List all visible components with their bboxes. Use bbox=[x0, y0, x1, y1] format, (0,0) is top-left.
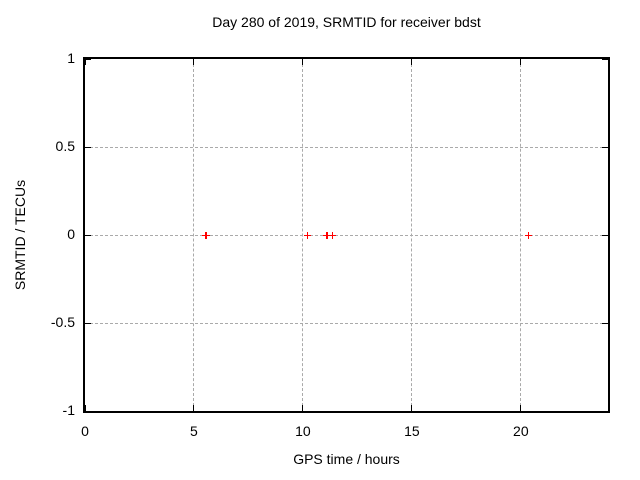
x-axis-label: GPS time / hours bbox=[293, 451, 400, 467]
x-tick-mark bbox=[193, 405, 195, 411]
data-point-marker bbox=[527, 231, 529, 239]
x-tick-mark bbox=[411, 59, 413, 65]
y-gridline bbox=[85, 322, 608, 324]
x-tick-mark bbox=[411, 405, 413, 411]
y-tick-mark bbox=[602, 322, 608, 324]
x-tick-label: 20 bbox=[513, 423, 529, 439]
y-tick-mark bbox=[85, 322, 91, 324]
y-tick-mark bbox=[602, 410, 608, 412]
y-tick-label: 0 bbox=[67, 226, 75, 242]
y-tick-mark bbox=[85, 58, 91, 60]
data-point-marker bbox=[326, 231, 328, 239]
y-tick-mark bbox=[602, 146, 608, 148]
chart-title: Day 280 of 2019, SRMTID for receiver bds… bbox=[212, 14, 481, 30]
data-point-marker bbox=[307, 231, 309, 239]
plot-area bbox=[83, 57, 610, 413]
data-point-marker bbox=[332, 231, 334, 239]
y-tick-mark bbox=[85, 234, 91, 236]
x-tick-label: 0 bbox=[81, 423, 89, 439]
y-tick-label: -1 bbox=[62, 402, 75, 418]
x-tick-label: 5 bbox=[190, 423, 198, 439]
x-tick-mark bbox=[302, 405, 304, 411]
x-tick-mark bbox=[84, 405, 86, 411]
y-tick-mark bbox=[602, 234, 608, 236]
x-tick-mark bbox=[520, 405, 522, 411]
y-tick-label: -0.5 bbox=[50, 314, 75, 330]
x-tick-mark bbox=[520, 59, 522, 65]
x-tick-mark bbox=[193, 59, 195, 65]
y-gridline bbox=[85, 234, 608, 236]
y-tick-mark bbox=[85, 410, 91, 412]
y-tick-label: 1 bbox=[67, 50, 75, 66]
data-point-marker bbox=[205, 231, 207, 239]
x-tick-mark bbox=[84, 59, 86, 65]
x-tick-label: 15 bbox=[404, 423, 420, 439]
y-gridline bbox=[85, 146, 608, 148]
x-tick-mark bbox=[302, 59, 304, 65]
y-tick-label: 0.5 bbox=[55, 138, 75, 154]
y-tick-mark bbox=[85, 146, 91, 148]
y-tick-mark bbox=[602, 58, 608, 60]
x-tick-label: 10 bbox=[295, 423, 311, 439]
